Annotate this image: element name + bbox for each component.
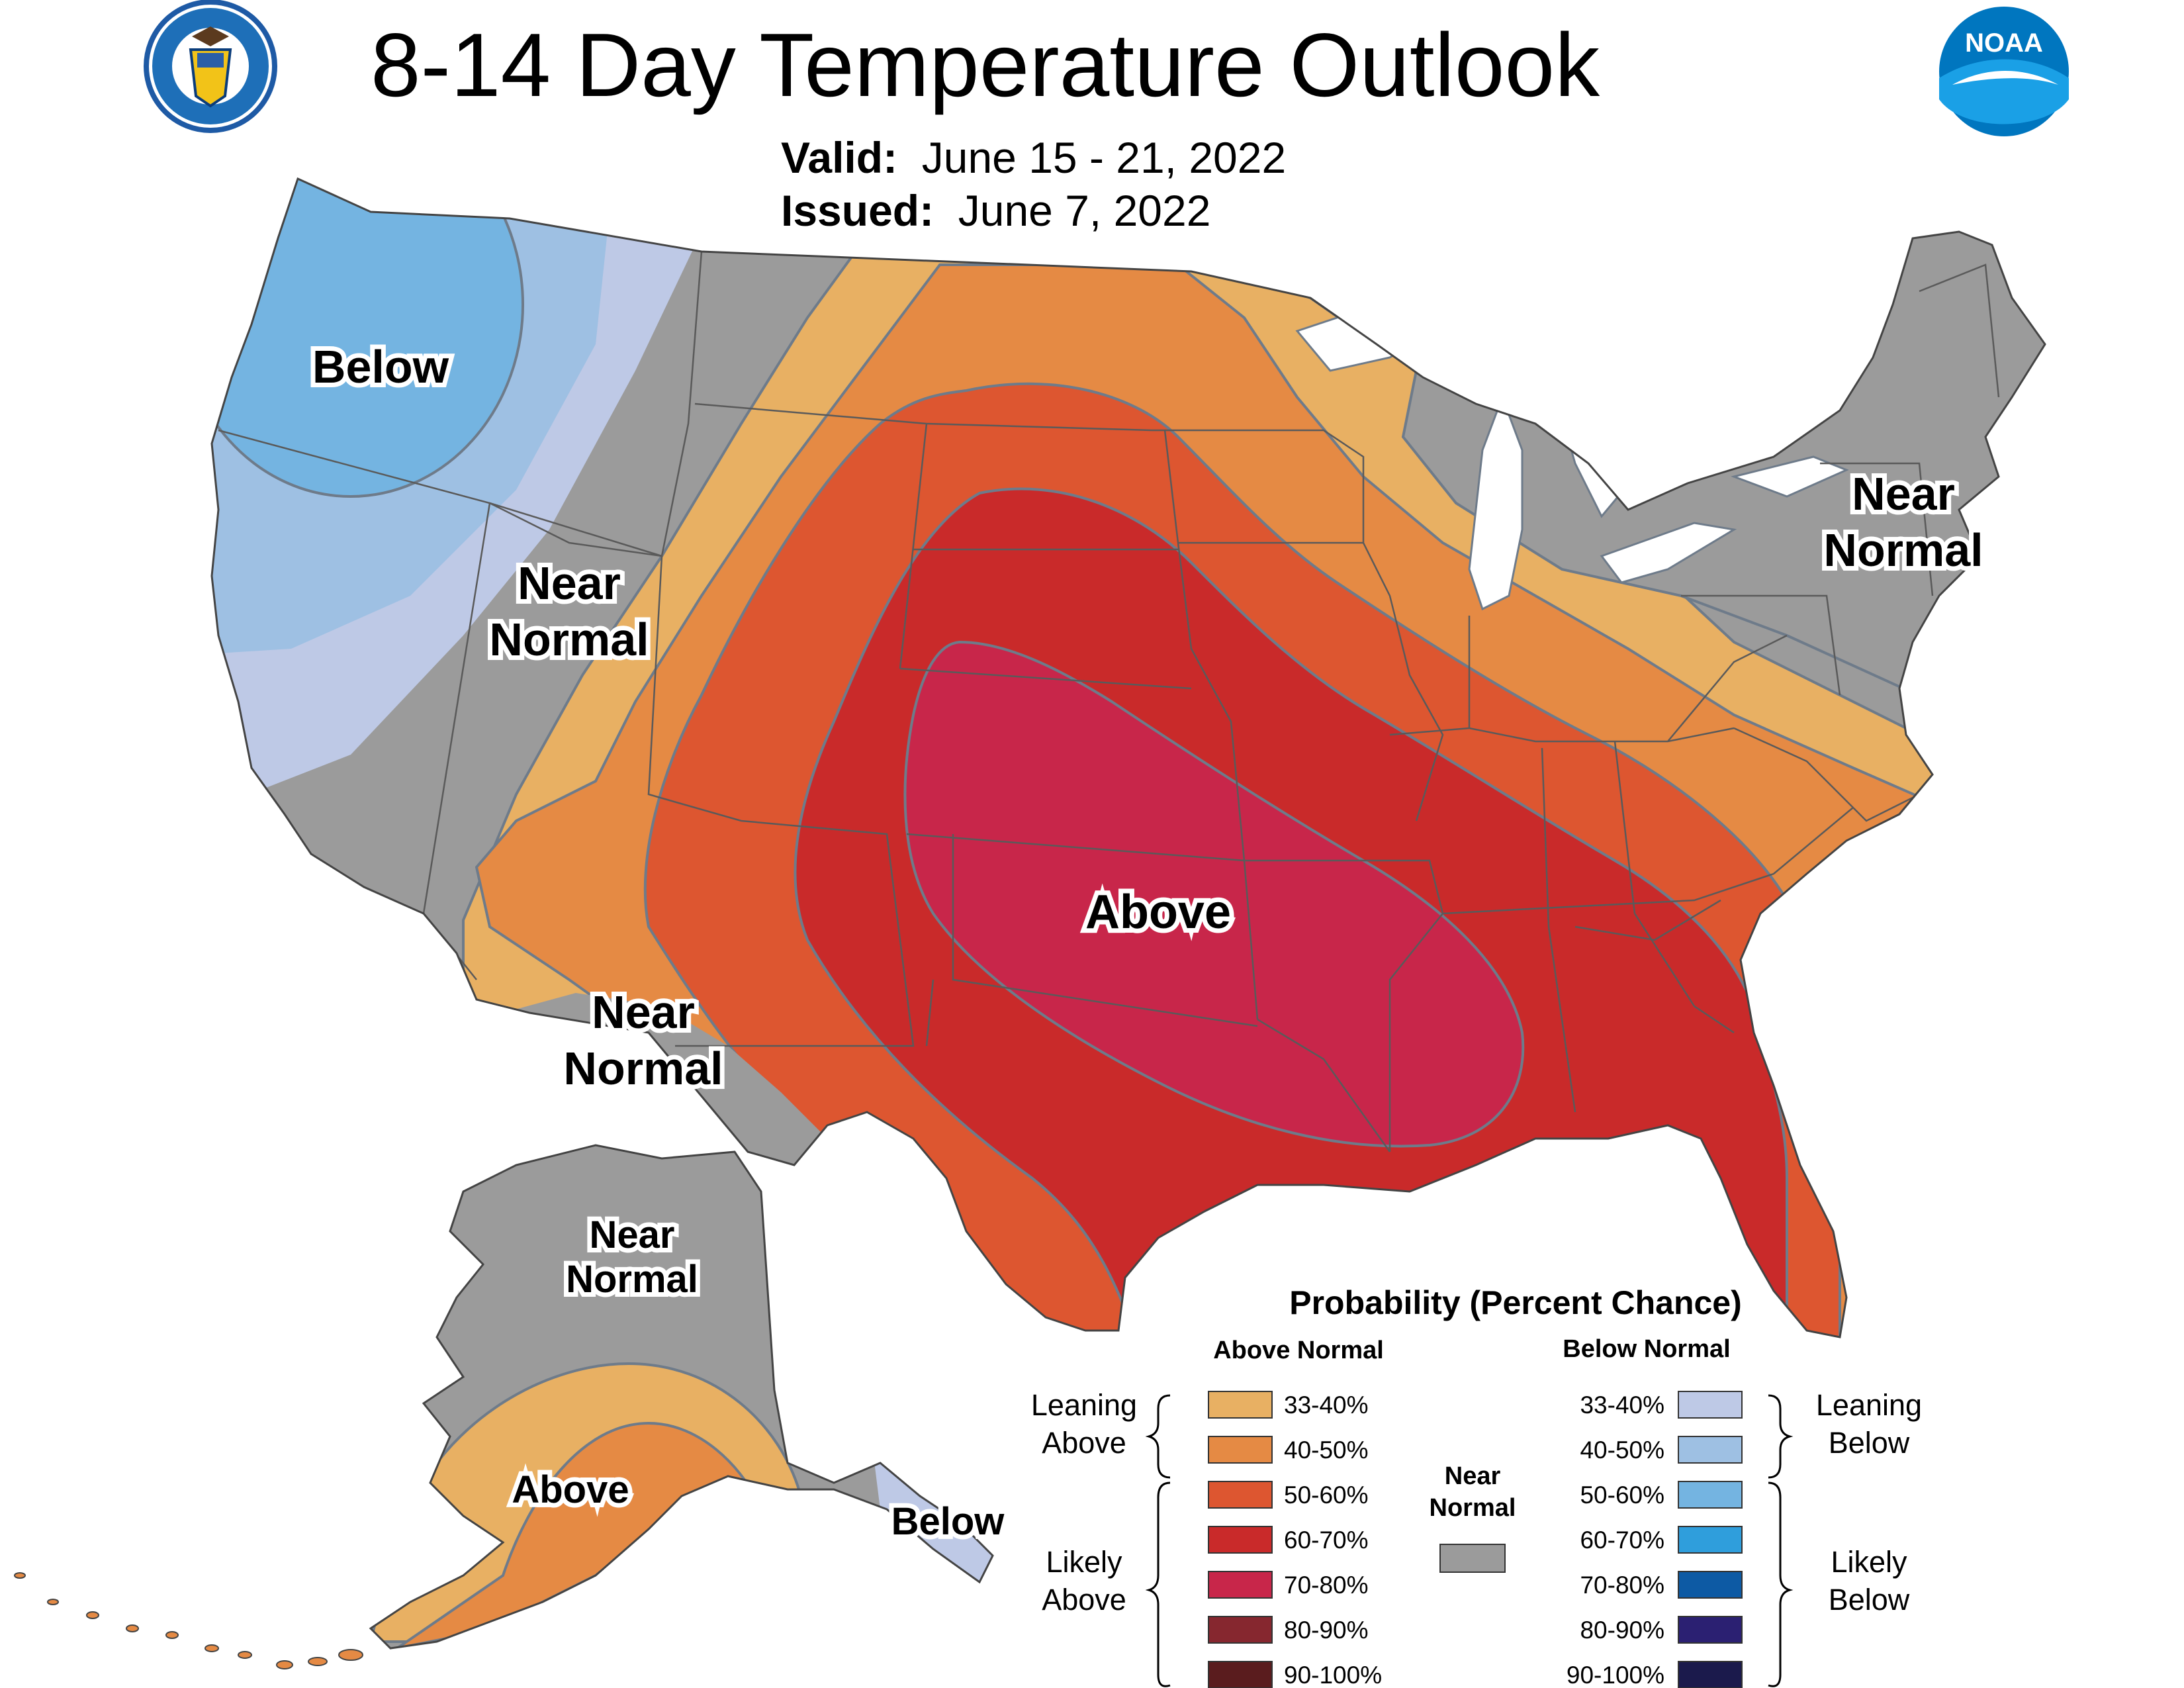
legend-below-header: Below Normal bbox=[1563, 1335, 1730, 1363]
legend-above-label-1: 40-50% bbox=[1284, 1436, 1369, 1464]
region-labels: Below Near Normal Near Normal Near Norma… bbox=[308, 336, 1988, 1548]
legend-below-label-6: 90-100% bbox=[1567, 1662, 1664, 1688]
near-normal-swatch bbox=[1439, 1544, 1506, 1573]
legend-below-label-5: 80-90% bbox=[1580, 1617, 1664, 1644]
label-east-near-2: Normal bbox=[1823, 524, 1983, 576]
legend-above-swatch-3 bbox=[1208, 1526, 1273, 1554]
legend-below-label-2: 50-60% bbox=[1580, 1481, 1664, 1509]
legend-below-swatch-1 bbox=[1678, 1436, 1743, 1464]
label-sw-near-2: Normal bbox=[563, 1043, 723, 1094]
legend-below-swatch-3 bbox=[1678, 1526, 1743, 1554]
likely-above-2: Above bbox=[1042, 1583, 1126, 1617]
legend-below-label-3: 60-70% bbox=[1580, 1526, 1664, 1554]
legend-below-swatch-4 bbox=[1678, 1571, 1743, 1599]
issued-label: Issued: bbox=[781, 186, 934, 235]
legend-braces bbox=[1145, 1394, 1794, 1687]
legend-below-swatch-6 bbox=[1678, 1661, 1743, 1688]
legend-above-swatch-6 bbox=[1208, 1661, 1273, 1688]
valid-line: Valid: June 15 - 21, 2022 bbox=[781, 132, 1286, 183]
legend-below-rows: 33-40% 40-50% 50-60% 60-70% 70-80% 80-90% 90-1… bbox=[1567, 1391, 1743, 1688]
label-west-near-2: Normal bbox=[489, 614, 649, 665]
label-ak-near-1: Near bbox=[590, 1213, 675, 1256]
aleutian-islands bbox=[14, 1572, 363, 1669]
legend-above-swatch-1 bbox=[1208, 1436, 1273, 1464]
label-nw-below: Below bbox=[312, 341, 449, 393]
label-center-above: Above bbox=[1085, 886, 1231, 939]
leaning-above-2: Above bbox=[1042, 1426, 1126, 1460]
legend-above-label-6: 90-100% bbox=[1284, 1662, 1382, 1688]
state-boundaries bbox=[218, 251, 2000, 1152]
valid-dates: June 15 - 21, 2022 bbox=[921, 133, 1287, 182]
alaska-map bbox=[371, 1145, 993, 1648]
near-header-1: Near bbox=[1445, 1462, 1501, 1490]
legend-below-swatch-0 bbox=[1678, 1391, 1743, 1419]
likely-above-1: Likely bbox=[1046, 1545, 1122, 1579]
legend-above-label-0: 33-40% bbox=[1284, 1391, 1369, 1419]
legend-above-label-5: 80-90% bbox=[1284, 1617, 1369, 1644]
legend-above-rows: 33-40% 40-50% 50-60% 60-70% 70-80% 80-90% 90-1… bbox=[1208, 1391, 1382, 1688]
legend-title: Probability (Percent Chance) bbox=[1289, 1284, 1742, 1321]
near-header-2: Normal bbox=[1430, 1494, 1516, 1522]
legend-above-label-4: 70-80% bbox=[1284, 1571, 1369, 1599]
label-east-near-1: Near bbox=[1852, 468, 1955, 520]
likely-below-2: Below bbox=[1829, 1583, 1910, 1617]
page-title: 8-14 Day Temperature Outlook bbox=[371, 15, 1600, 115]
legend-above-label-2: 50-60% bbox=[1284, 1481, 1369, 1509]
legend-below-label-4: 70-80% bbox=[1580, 1571, 1664, 1599]
legend-below-swatch-2 bbox=[1678, 1481, 1743, 1509]
label-ak-near-2: Normal bbox=[566, 1258, 698, 1301]
issued-date: June 7, 2022 bbox=[958, 186, 1211, 235]
legend-above-swatch-2 bbox=[1208, 1481, 1273, 1509]
likely-below-1: Likely bbox=[1831, 1545, 1907, 1579]
leaning-above-1: Leaning bbox=[1031, 1388, 1137, 1422]
label-west-near-1: Near bbox=[518, 557, 621, 609]
legend-above-swatch-4 bbox=[1208, 1571, 1273, 1599]
legend-above-swatch-5 bbox=[1208, 1616, 1273, 1644]
leaning-below-1: Leaning bbox=[1816, 1388, 1922, 1422]
leaning-below-2: Below bbox=[1829, 1426, 1910, 1460]
legend-above-swatch-0 bbox=[1208, 1391, 1273, 1419]
legend-below-label-1: 40-50% bbox=[1580, 1436, 1664, 1464]
valid-label: Valid: bbox=[781, 133, 898, 182]
label-ak-above: Above bbox=[512, 1468, 629, 1511]
legend-below-label-0: 33-40% bbox=[1580, 1391, 1664, 1419]
label-sw-near-1: Near bbox=[592, 986, 695, 1038]
label-ak-below: Below bbox=[891, 1500, 1005, 1543]
legend-below-swatch-5 bbox=[1678, 1616, 1743, 1644]
issued-line: Issued: June 7, 2022 bbox=[781, 185, 1210, 236]
department-of-commerce-seal-icon bbox=[144, 0, 277, 133]
noaa-logo-text: NOAA bbox=[1965, 28, 2043, 58]
legend: Probability (Percent Chance) Above Norma… bbox=[1031, 1284, 1922, 1688]
legend-above-label-3: 60-70% bbox=[1284, 1526, 1369, 1554]
noaa-logo-icon: NOAA bbox=[1939, 7, 2069, 136]
legend-above-header: Above Normal bbox=[1213, 1336, 1384, 1364]
